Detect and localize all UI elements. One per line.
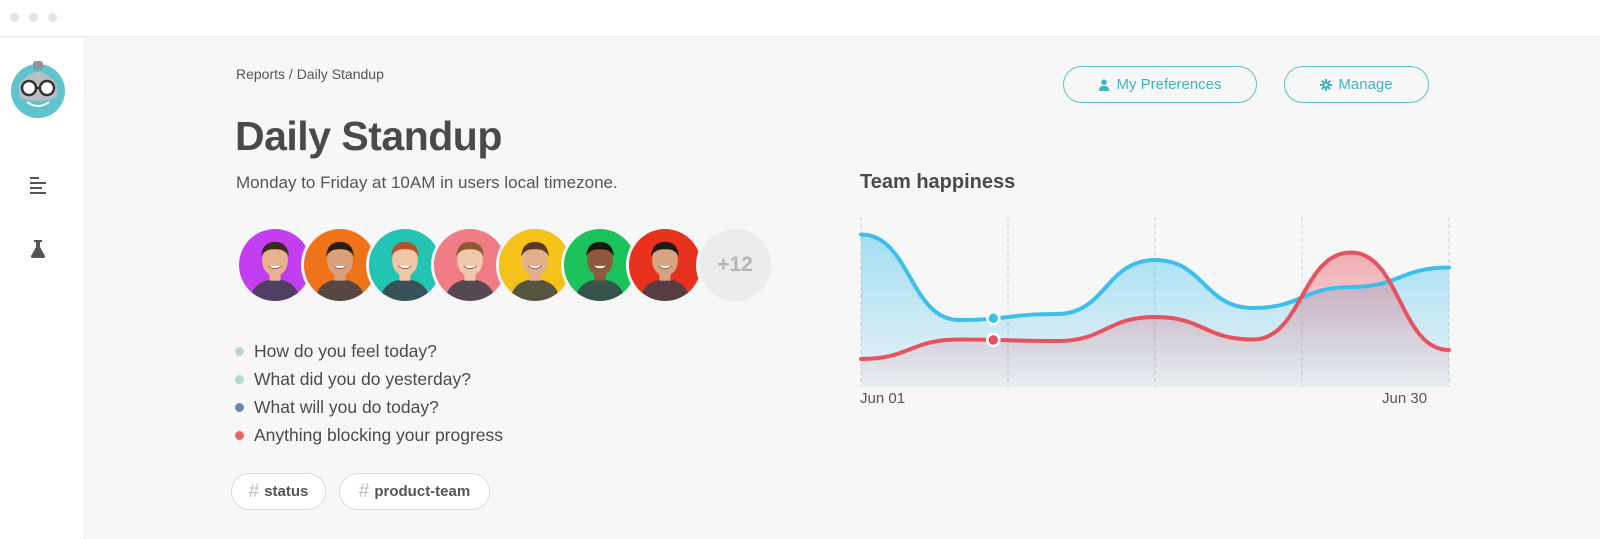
- question-bullet-icon: [235, 374, 244, 384]
- question-bullet-icon: [235, 402, 244, 412]
- main-content: Reports / Daily Standup Daily Standup Mo…: [86, 37, 1600, 539]
- window-minimize-dot[interactable]: [29, 13, 38, 22]
- question-bullet-icon: [235, 346, 244, 356]
- flask-icon[interactable]: [28, 239, 48, 259]
- robot-logo-icon[interactable]: [9, 57, 67, 119]
- window-close-dot[interactable]: [10, 13, 19, 22]
- chart-title: Team happiness: [860, 171, 1016, 193]
- series-area: [861, 252, 1449, 387]
- question-text: What will you do today?: [254, 396, 439, 417]
- participant-avatar[interactable]: [626, 226, 704, 304]
- participant-avatar[interactable]: [431, 226, 509, 304]
- participant-avatar[interactable]: [496, 226, 574, 304]
- question-list: How do you feel today? What did you do ye…: [235, 337, 503, 449]
- question-bullet-icon: [235, 430, 244, 440]
- question-text: How do you feel today?: [254, 340, 437, 361]
- user-icon: [1099, 78, 1110, 91]
- gear-icon: [1320, 78, 1333, 91]
- participant-avatar[interactable]: [301, 226, 379, 304]
- x-axis-start-label: Jun 01: [860, 390, 906, 407]
- tag-label: status: [264, 483, 309, 500]
- series-line[interactable]: [859, 250, 1451, 361]
- sidebar: [0, 37, 85, 539]
- participant-avatar[interactable]: [236, 226, 314, 304]
- manage-label: Manage: [1338, 76, 1393, 93]
- question-item: What will you do today?: [235, 393, 503, 421]
- tag-product-team[interactable]: # product-team: [339, 473, 490, 510]
- data-point-marker[interactable]: [986, 332, 1001, 348]
- question-item: Anything blocking your progress: [235, 421, 503, 449]
- question-item: What did you do yesterday?: [235, 365, 503, 393]
- my-preferences-label: My Preferences: [1116, 76, 1222, 93]
- x-axis-end-label: Jun 30: [1382, 390, 1428, 407]
- question-text: What did you do yesterday?: [254, 368, 471, 389]
- schedule-subtitle: Monday to Friday at 10AM in users local …: [236, 173, 618, 192]
- my-preferences-button[interactable]: My Preferences: [1063, 66, 1257, 103]
- tag-label: product-team: [374, 483, 471, 500]
- breadcrumb[interactable]: Reports / Daily Standup: [236, 66, 384, 82]
- window-titlebar: [0, 0, 1600, 37]
- series-line[interactable]: [859, 232, 1451, 323]
- window-zoom-dot[interactable]: [48, 13, 57, 22]
- question-text: Anything blocking your progress: [254, 424, 504, 445]
- tag-status[interactable]: # status: [231, 473, 326, 510]
- question-item: How do you feel today?: [235, 337, 503, 365]
- team-happiness-chart[interactable]: [854, 217, 1456, 392]
- data-point-marker[interactable]: [986, 311, 1001, 326]
- reports-list-icon[interactable]: [28, 174, 48, 194]
- manage-button[interactable]: Manage: [1284, 66, 1429, 103]
- more-participants-badge[interactable]: +12: [696, 226, 774, 304]
- page-title: Daily Standup: [235, 113, 502, 159]
